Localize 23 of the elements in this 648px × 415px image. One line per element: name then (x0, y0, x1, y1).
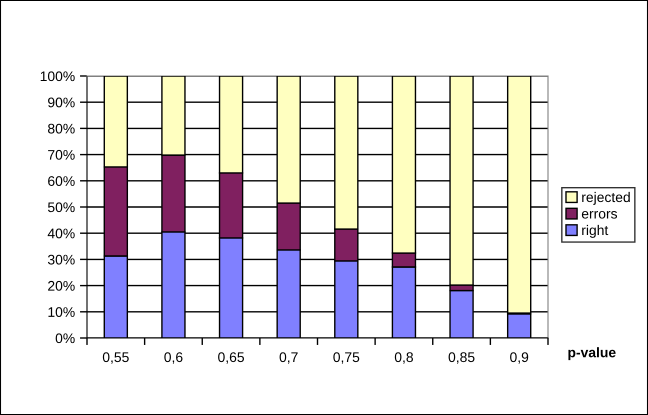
x-tick-label: 0,75 (333, 352, 360, 364)
y-tick-label: 10% (48, 307, 75, 317)
legend-label: errors (582, 211, 618, 219)
x-tick-label: 0,85 (448, 352, 474, 364)
y-tick-label: 100% (40, 71, 75, 82)
y-tick-label: 20% (48, 280, 75, 291)
y-tick-label: 90% (48, 98, 75, 108)
y-tick-label: 0% (56, 333, 75, 344)
x-tick-label: 0,7 (280, 352, 298, 364)
x-tick-label: 0,6 (164, 352, 182, 364)
legend-label: rejected (582, 192, 630, 205)
y-tick-label: 70% (48, 150, 75, 160)
y-tick-label: 50% (48, 202, 75, 212)
legend-label: right (582, 224, 608, 238)
y-tick-label: 60% (48, 176, 75, 186)
x-axis-title: p-value (568, 347, 616, 360)
x-tick-label: 0,9 (510, 352, 528, 364)
x-tick-label: 0,65 (218, 352, 244, 364)
y-tick-label: 80% (48, 124, 75, 134)
y-tick-label: 30% (48, 254, 75, 265)
y-tick-label: 40% (48, 228, 75, 238)
x-tick-label: 0,8 (394, 352, 413, 364)
x-tick-label: 0,55 (102, 352, 129, 364)
